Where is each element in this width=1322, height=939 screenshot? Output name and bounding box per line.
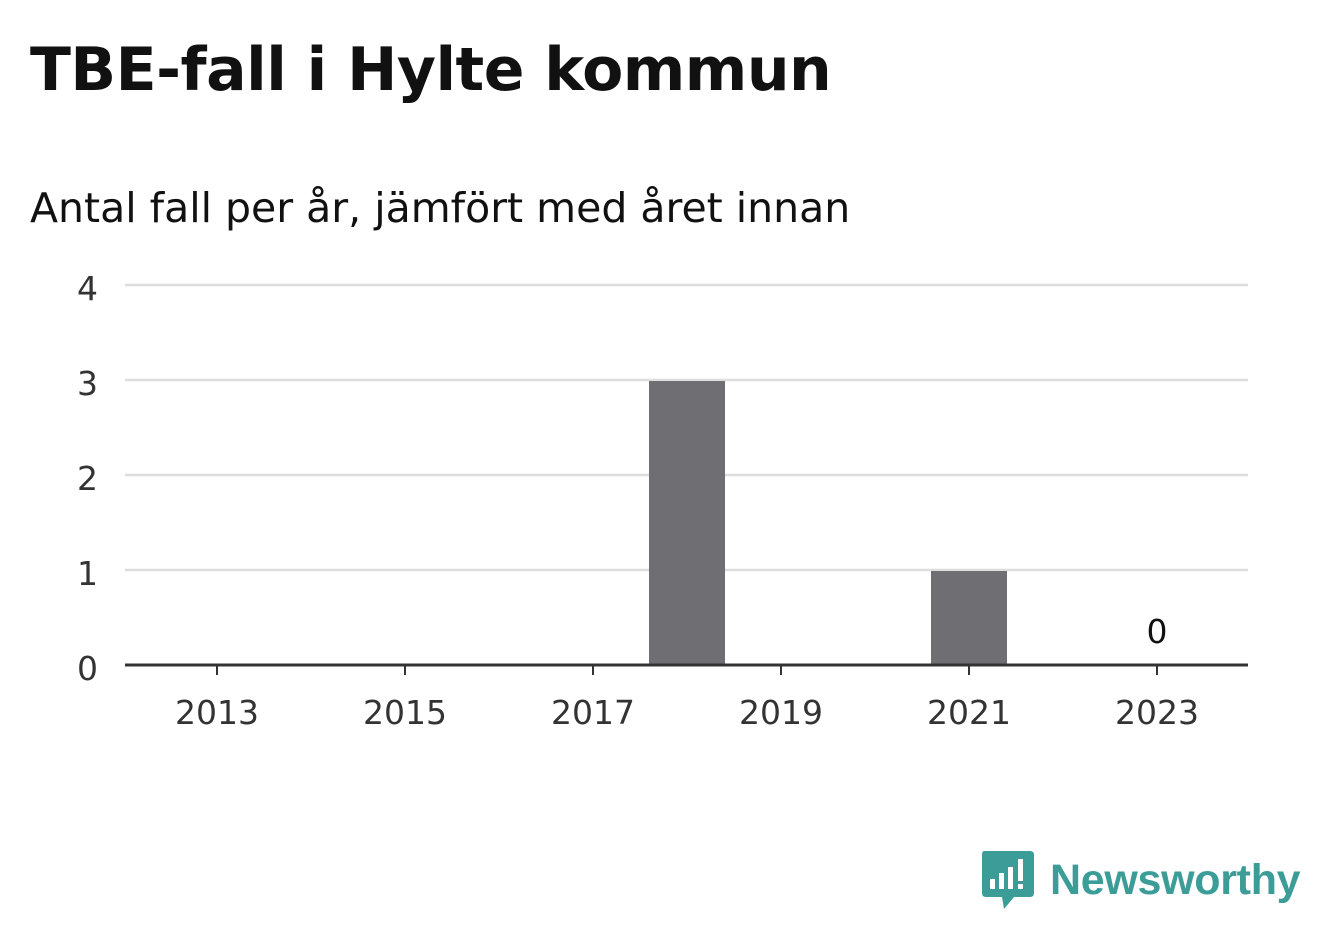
- bar: [931, 571, 1007, 665]
- y-tick-label: 2: [77, 459, 98, 498]
- chart-title: TBE-fall i Hylte kommun: [30, 35, 832, 105]
- data-label: 0: [1147, 612, 1168, 651]
- newsworthy-logo-icon: [982, 851, 1034, 909]
- x-tick-label: 2015: [363, 693, 447, 732]
- x-tick-label: 2021: [927, 693, 1011, 732]
- x-tick-label: 2023: [1115, 693, 1199, 732]
- bar: [649, 381, 725, 665]
- x-tick-label: 2017: [551, 693, 635, 732]
- brand-name: Newsworthy: [1050, 855, 1301, 904]
- y-tick-label: 3: [77, 364, 98, 403]
- y-tick-label: 0: [77, 649, 98, 688]
- x-tick-label: 2019: [739, 693, 823, 732]
- brand-logo: Newsworthy: [980, 848, 1301, 912]
- x-tick-label: 2013: [175, 693, 259, 732]
- y-tick-label: 1: [77, 554, 98, 593]
- chart-subtitle: Antal fall per år, jämfört med året inna…: [30, 184, 851, 232]
- y-tick-label: 4: [77, 269, 98, 308]
